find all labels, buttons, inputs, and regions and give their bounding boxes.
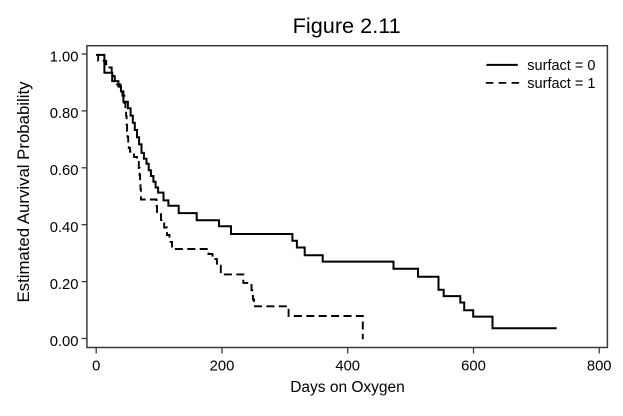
svg-text:600: 600 [461,358,486,374]
svg-text:Days on Oxygen: Days on Oxygen [290,379,405,396]
svg-text:0: 0 [92,358,100,374]
svg-text:surfact = 1: surfact = 1 [527,76,595,92]
svg-text:surfact = 0: surfact = 0 [527,58,595,74]
svg-text:Estimated Aurvival Probability: Estimated Aurvival Probability [14,81,33,303]
svg-text:400: 400 [335,358,360,374]
svg-text:0.00: 0.00 [50,334,79,350]
svg-text:0.60: 0.60 [50,163,79,179]
svg-text:0.80: 0.80 [50,106,79,122]
svg-text:200: 200 [210,358,235,374]
svg-text:1.00: 1.00 [50,49,79,65]
svg-text:Figure 2.11: Figure 2.11 [293,13,401,38]
svg-text:0.40: 0.40 [50,220,79,236]
svg-text:800: 800 [587,358,612,374]
svg-text:0.20: 0.20 [50,277,79,293]
